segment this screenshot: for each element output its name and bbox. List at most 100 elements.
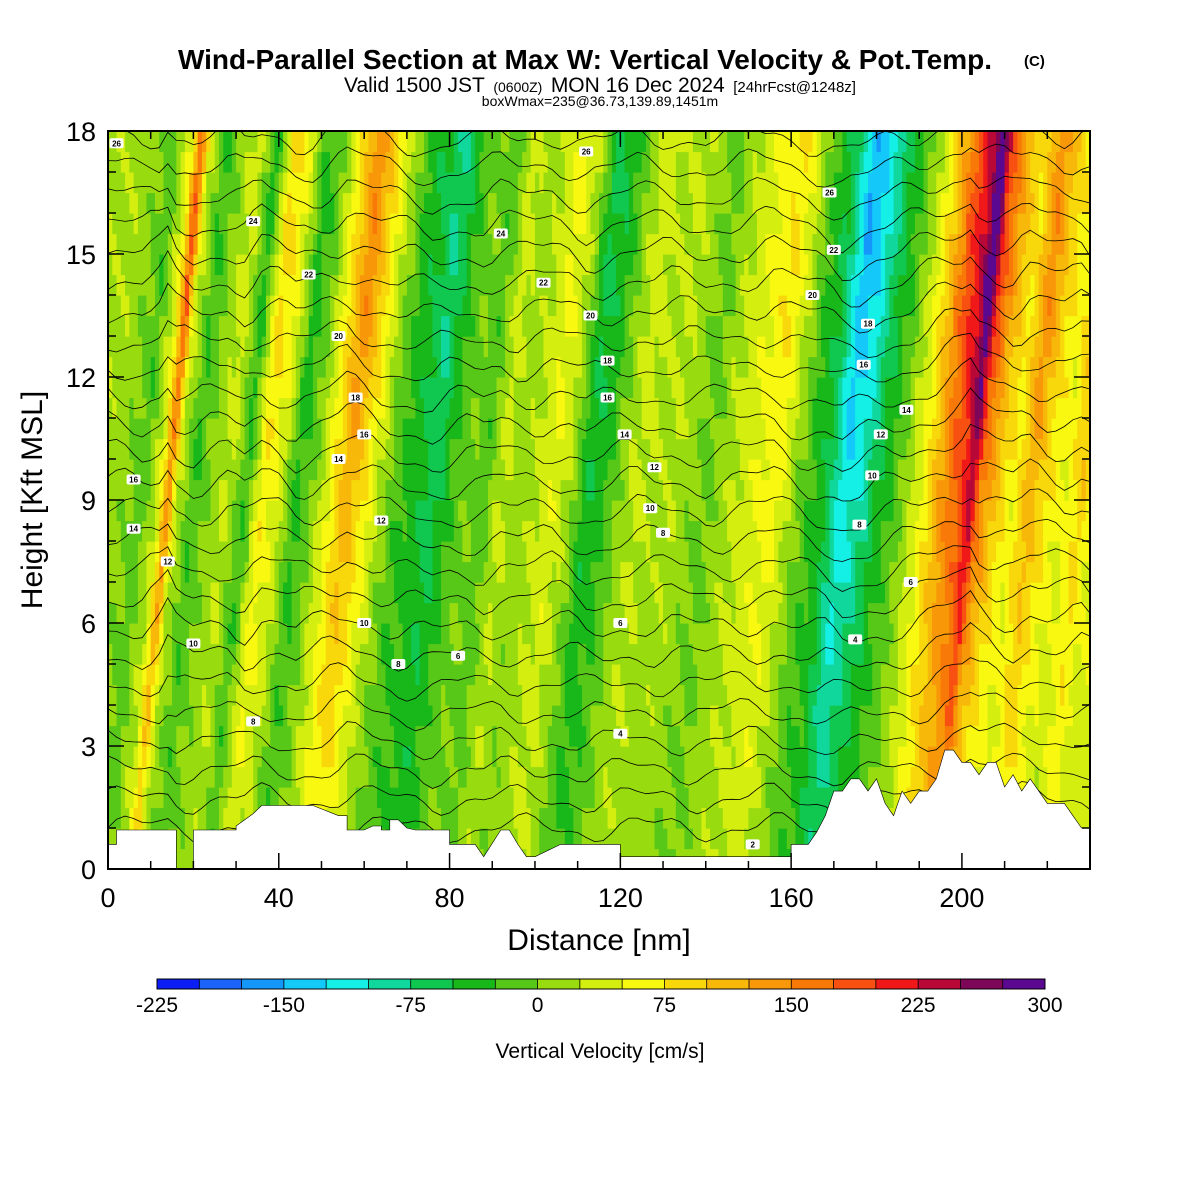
w-cell bbox=[850, 479, 856, 501]
w-cell bbox=[487, 705, 493, 727]
w-cell bbox=[253, 479, 259, 501]
w-cell bbox=[500, 459, 506, 481]
w-cell bbox=[522, 418, 528, 440]
w-cell bbox=[509, 705, 515, 727]
w-cell bbox=[744, 684, 750, 706]
w-cell bbox=[466, 479, 472, 501]
w-cell bbox=[231, 500, 237, 522]
w-cell bbox=[961, 500, 967, 522]
w-cell bbox=[300, 479, 305, 501]
w-cell bbox=[978, 623, 984, 645]
w-cell bbox=[863, 684, 869, 706]
w-cell bbox=[675, 746, 681, 768]
w-cell bbox=[137, 541, 143, 563]
w-cell bbox=[821, 459, 826, 481]
w-cell bbox=[859, 582, 865, 604]
w-cell bbox=[304, 725, 310, 747]
w-cell bbox=[573, 582, 579, 604]
w-cell bbox=[517, 520, 523, 542]
w-cell bbox=[859, 541, 865, 563]
w-cell bbox=[795, 705, 801, 727]
w-cell bbox=[705, 807, 711, 829]
w-cell bbox=[641, 561, 647, 583]
w-cell bbox=[449, 623, 455, 645]
w-cell bbox=[513, 582, 519, 604]
w-cell bbox=[628, 582, 634, 604]
w-cell bbox=[701, 725, 707, 747]
w-cell bbox=[765, 623, 771, 645]
w-cell bbox=[1072, 500, 1078, 522]
w-cell bbox=[692, 684, 698, 706]
w-cell bbox=[509, 500, 515, 522]
w-cell bbox=[645, 623, 651, 645]
w-cell bbox=[842, 602, 848, 624]
w-cell bbox=[701, 479, 707, 501]
w-cell bbox=[394, 479, 399, 501]
w-cell bbox=[680, 828, 685, 850]
w-cell bbox=[458, 418, 463, 440]
w-cell bbox=[270, 541, 276, 563]
w-cell bbox=[522, 459, 528, 481]
w-cell bbox=[722, 418, 728, 440]
w-cell bbox=[492, 520, 498, 542]
w-cell bbox=[799, 561, 805, 583]
w-cell bbox=[782, 582, 788, 604]
w-cell bbox=[991, 684, 997, 706]
w-cell bbox=[795, 787, 801, 809]
w-cell bbox=[842, 664, 848, 686]
w-cell bbox=[829, 664, 835, 686]
w-cell bbox=[932, 541, 937, 563]
w-cell bbox=[641, 418, 647, 440]
w-cell bbox=[210, 582, 216, 604]
w-cell bbox=[1034, 561, 1040, 583]
w-cell bbox=[411, 787, 417, 809]
w-cell bbox=[176, 643, 182, 665]
w-cell bbox=[231, 438, 237, 460]
w-cell bbox=[470, 807, 476, 829]
w-cell bbox=[257, 418, 263, 440]
w-cell bbox=[193, 643, 199, 665]
w-cell bbox=[791, 479, 796, 501]
w-cell bbox=[671, 787, 677, 809]
w-cell bbox=[552, 602, 557, 624]
w-cell bbox=[663, 807, 668, 829]
w-cell bbox=[389, 787, 395, 809]
w-cell bbox=[795, 520, 801, 542]
w-cell bbox=[432, 561, 438, 583]
w-cell bbox=[108, 602, 113, 624]
w-cell bbox=[564, 684, 570, 706]
w-cell bbox=[300, 746, 305, 768]
w-cell bbox=[1008, 684, 1014, 706]
w-cell bbox=[1043, 520, 1048, 542]
w-cell bbox=[863, 459, 869, 481]
w-cell bbox=[778, 500, 784, 522]
w-cell bbox=[842, 438, 848, 460]
w-cell bbox=[368, 438, 374, 460]
w-cell bbox=[291, 746, 297, 768]
w-cell bbox=[257, 602, 263, 624]
w-cell bbox=[1047, 459, 1053, 481]
w-cell bbox=[159, 725, 165, 747]
w-cell bbox=[372, 643, 378, 665]
w-cell bbox=[667, 602, 673, 624]
w-cell bbox=[620, 602, 626, 624]
w-cell bbox=[470, 664, 476, 686]
w-cell bbox=[953, 602, 959, 624]
w-cell bbox=[253, 561, 259, 583]
w-cell bbox=[855, 459, 861, 481]
w-cell bbox=[265, 705, 271, 727]
w-cell bbox=[667, 787, 673, 809]
w-cell bbox=[654, 582, 660, 604]
w-cell bbox=[684, 602, 690, 624]
w-cell bbox=[539, 623, 545, 645]
w-cell bbox=[876, 725, 882, 747]
w-cell bbox=[193, 602, 199, 624]
w-cell bbox=[359, 459, 365, 481]
w-cell bbox=[970, 643, 976, 665]
w-cell bbox=[927, 520, 933, 542]
w-cell bbox=[735, 479, 741, 501]
w-cell bbox=[108, 561, 113, 583]
w-cell bbox=[842, 623, 848, 645]
w-cell bbox=[991, 479, 997, 501]
w-cell bbox=[586, 438, 592, 460]
